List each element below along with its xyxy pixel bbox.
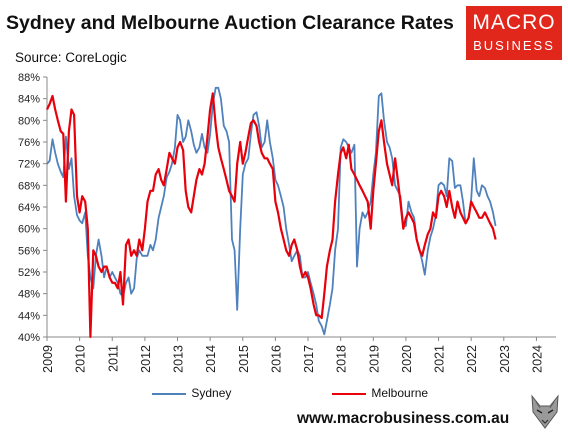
x-tick-label: 2013 [172, 345, 186, 373]
x-axis-ticks: 2009 2010 2011 2012 2013 2014 2015 2016 2017 2018… [41, 337, 544, 373]
legend-swatch-sydney [152, 392, 186, 395]
legend-item-melbourne: Melbourne [332, 386, 428, 402]
y-tick-label: 64% [18, 202, 40, 214]
x-tick-label: 2024 [530, 345, 544, 373]
wolf-logo-icon [528, 392, 562, 430]
x-tick-label: 2019 [367, 345, 381, 373]
y-tick-label: 76% [18, 137, 40, 149]
y-tick-label: 68% [18, 180, 40, 192]
series-line-melbourne [46, 92, 497, 339]
legend-swatch-melbourne [332, 392, 366, 395]
chart-source: Source: CoreLogic [15, 50, 127, 65]
y-tick-label: 40% [18, 332, 40, 344]
x-tick-label: 2020 [400, 345, 414, 373]
x-tick-label: 2014 [204, 345, 218, 373]
chart-title: Sydney and Melbourne Auction Clearance R… [6, 12, 454, 34]
footer-url[interactable]: www.macrobusiness.com.au [297, 410, 510, 427]
y-tick-label: 84% [18, 94, 40, 106]
y-tick-label: 80% [18, 115, 40, 127]
logo-line-1: MACRO [472, 11, 556, 34]
x-tick-label: 2015 [237, 345, 251, 373]
x-tick-label: 2023 [498, 345, 512, 373]
series-line-sydney [46, 86, 497, 336]
y-tick-label: 56% [18, 245, 40, 257]
x-tick-label: 2017 [302, 345, 316, 373]
y-tick-label: 60% [18, 224, 40, 236]
x-tick-label: 2018 [335, 345, 349, 373]
logo-line-2: BUSINESS [473, 38, 555, 53]
x-tick-label: 2010 [74, 345, 88, 373]
x-tick-label: 2011 [106, 345, 120, 372]
y-axis-ticks: 40% 44% 48% 52% 56% 60% 64% 68% 72% 76% 80% 84% 88% [18, 72, 47, 344]
x-tick-label: 2012 [139, 345, 153, 373]
y-tick-label: 88% [18, 72, 40, 84]
x-tick-label: 2016 [269, 345, 283, 373]
y-tick-label: 48% [18, 289, 40, 301]
legend-label-sydney: Sydney [191, 386, 232, 400]
y-tick-label: 52% [18, 267, 40, 279]
legend-item-sydney: Sydney [152, 386, 231, 402]
x-tick-label: 2009 [41, 345, 55, 373]
macrobusiness-logo: MACRO BUSINESS [466, 6, 562, 60]
chart-series [46, 86, 497, 339]
y-tick-label: 44% [18, 310, 40, 322]
x-tick-label: 2021 [433, 345, 447, 373]
x-tick-label: 2022 [465, 345, 479, 373]
legend-label-melbourne: Melbourne [371, 386, 429, 400]
y-tick-label: 72% [18, 159, 40, 171]
